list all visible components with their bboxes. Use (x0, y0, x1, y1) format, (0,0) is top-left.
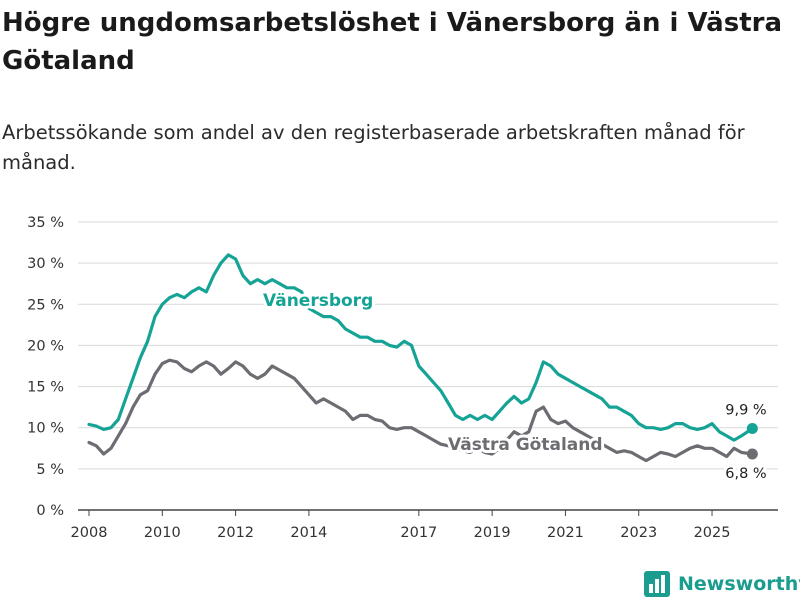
series-label-vastra-gotaland: Västra Götaland (448, 435, 603, 455)
y-tick-label: 30 % (27, 256, 64, 272)
line-chart: 0 % 5 % 10 % 15 % 20 % 25 % 30 % 35 % 2008 2010 20… (27, 215, 778, 541)
chart-subtitle: Arbetssökande som andel av den registerb… (2, 121, 745, 174)
x-tick-label: 2012 (217, 525, 254, 541)
y-tick-label: 25 % (27, 297, 64, 313)
series-lines (87, 253, 758, 463)
y-tick-label: 0 % (36, 503, 64, 519)
brand-name: Newsworthy (678, 573, 800, 595)
grid-lines (78, 221, 778, 511)
x-tick-label: 2017 (400, 525, 437, 541)
end-value-label-vanersborg: 9,9 % (725, 403, 766, 419)
y-tick-label: 20 % (27, 338, 64, 354)
axes: 0 % 5 % 10 % 15 % 20 % 25 % 30 % 35 % 2008 2010 20… (27, 215, 730, 541)
y-tick-label: 5 % (36, 462, 64, 478)
series-labels: Vänersborg Västra Götaland 9,9 % 6,8 % (260, 288, 770, 485)
bar-chart-logo-icon (644, 571, 670, 597)
series-label-vanersborg: Vänersborg (263, 291, 373, 311)
x-tick-label: 2021 (547, 525, 584, 541)
x-tick-label: 2008 (71, 525, 108, 541)
end-value-label-vastra-gotaland: 6,8 % (725, 466, 766, 482)
x-tick-label: 2019 (474, 525, 511, 541)
x-tick-label: 2010 (144, 525, 181, 541)
x-tick-label: 2014 (290, 525, 327, 541)
end-point-vanersborg (746, 423, 758, 435)
end-point-vastra-gotaland (746, 448, 758, 460)
chart-title: Högre ungdomsarbetslöshet i Vänersborg ä… (2, 8, 782, 76)
x-tick-label: 2025 (694, 525, 731, 541)
y-tick-label: 10 % (27, 421, 64, 437)
x-tick-label: 2023 (620, 525, 657, 541)
series-line-vanersborg (87, 253, 754, 442)
series-line-vastra-gotaland (87, 358, 754, 463)
y-tick-label: 15 % (27, 380, 64, 396)
y-tick-label: 35 % (27, 215, 64, 231)
brand: Newsworthy (644, 570, 800, 598)
